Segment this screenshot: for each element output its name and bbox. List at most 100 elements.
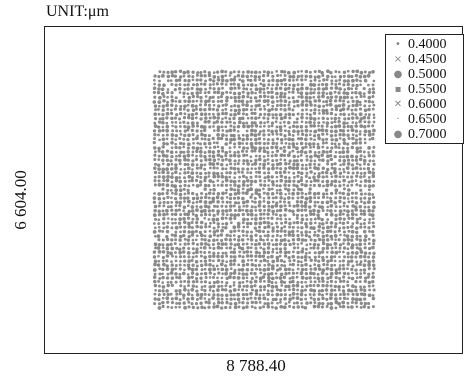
data-point (274, 238, 279, 242)
data-point (170, 175, 174, 179)
data-point (165, 191, 169, 195)
legend-label: 0.4500 (408, 52, 447, 67)
data-point (283, 103, 287, 107)
data-point (296, 288, 299, 292)
data-point (288, 176, 291, 180)
data-point (190, 178, 194, 183)
data-point (309, 108, 313, 112)
data-point (270, 284, 275, 289)
data-point (334, 104, 339, 109)
data-point (182, 74, 186, 78)
data-point (225, 254, 229, 258)
data-point (183, 162, 187, 167)
data-point (203, 271, 208, 276)
data-point (183, 183, 187, 187)
data-point (367, 133, 372, 137)
data-point (271, 78, 275, 82)
data-point (190, 86, 194, 91)
data-point (259, 246, 263, 250)
data-point (342, 212, 345, 216)
data-point (351, 204, 355, 208)
data-point (250, 276, 254, 281)
data-point (233, 297, 236, 301)
data-point (245, 208, 249, 213)
data-point (216, 234, 220, 238)
data-point (266, 216, 270, 220)
data-point (262, 124, 266, 128)
data-point (233, 192, 238, 196)
data-point (325, 229, 330, 234)
data-point (216, 95, 220, 99)
data-point (191, 99, 195, 103)
data-point (280, 69, 284, 74)
data-point (354, 191, 358, 195)
data-point (275, 221, 279, 225)
data-point (257, 170, 262, 175)
data-point (237, 154, 241, 158)
data-point (288, 221, 292, 226)
data-point (262, 191, 266, 195)
data-point (342, 159, 347, 163)
data-point (250, 263, 255, 267)
data-point (346, 162, 351, 166)
data-point (207, 209, 212, 213)
data-point (220, 154, 224, 159)
data-point (351, 171, 355, 175)
data-point (199, 196, 203, 200)
data-point (229, 204, 233, 208)
data-point (220, 306, 224, 310)
data-point (270, 107, 274, 111)
data-point (216, 242, 221, 246)
data-point (283, 260, 286, 264)
data-point (216, 254, 220, 259)
data-point (166, 171, 170, 175)
data-point (253, 111, 257, 116)
data-point (286, 70, 291, 75)
data-point (317, 267, 322, 271)
data-point (187, 179, 191, 183)
legend-item: · 0.6500 (391, 112, 463, 127)
data-point (291, 74, 296, 79)
data-point (195, 234, 199, 238)
data-point (267, 108, 271, 113)
data-point (346, 301, 350, 305)
data-point (313, 162, 317, 166)
data-point (274, 284, 279, 289)
data-point (216, 267, 220, 271)
data-point (203, 306, 207, 310)
data-point (169, 271, 174, 275)
data-point (368, 87, 372, 91)
data-point (228, 246, 233, 250)
data-point (309, 246, 313, 250)
data-point (153, 272, 157, 276)
data-point (253, 108, 257, 111)
data-point (342, 162, 346, 166)
data-point (320, 271, 325, 275)
data-point (316, 75, 321, 79)
data-point (182, 187, 186, 191)
data-point (153, 259, 158, 264)
data-point (199, 73, 204, 78)
data-point (279, 259, 284, 263)
data-point (182, 107, 186, 111)
data-point (351, 292, 355, 296)
data-point (295, 142, 299, 146)
data-point (337, 142, 341, 146)
data-point (292, 183, 296, 187)
data-point (293, 175, 296, 179)
data-point (333, 234, 338, 238)
data-point (175, 301, 179, 305)
data-point (233, 176, 236, 179)
data-point (153, 121, 157, 125)
data-point (186, 275, 191, 280)
data-point (224, 305, 228, 310)
data-point (262, 268, 267, 272)
data-point (346, 213, 350, 217)
data-point (263, 179, 267, 183)
data-point (266, 305, 271, 309)
data-point (355, 174, 359, 178)
data-point (166, 283, 170, 288)
data-point (224, 222, 229, 226)
data-point (283, 233, 287, 237)
data-point (300, 115, 304, 120)
